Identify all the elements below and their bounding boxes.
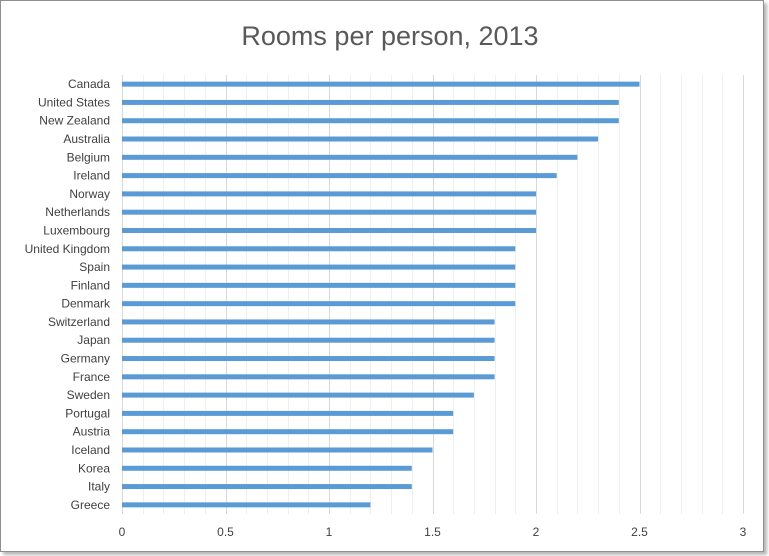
category-label: Luxembourg [43, 223, 110, 237]
bar [122, 392, 474, 398]
category-label: Finland [71, 278, 110, 292]
category-label: Canada [68, 77, 110, 91]
bar [122, 81, 640, 87]
bar [122, 337, 495, 343]
category-label: Sweden [67, 388, 110, 402]
bar [122, 173, 557, 179]
category-label: Korea [78, 461, 110, 475]
category-label: New Zealand [39, 114, 110, 128]
x-tick-label: 1.5 [424, 525, 441, 539]
x-axis: 0 0.5 1 1.5 2 2.5 3 [119, 75, 747, 539]
chart-title: Rooms per person, 2013 [241, 21, 538, 51]
bar [122, 136, 599, 142]
category-label: United Kingdom [25, 242, 110, 256]
bars [122, 81, 640, 508]
category-label: Portugal [65, 406, 110, 420]
category-label: Spain [79, 260, 110, 274]
category-label: Iceland [71, 443, 110, 457]
x-tick-label: 0 [119, 525, 126, 539]
category-label: Australia [63, 132, 110, 146]
category-label: Belgium [67, 150, 110, 164]
bar [122, 429, 454, 435]
bar [122, 410, 454, 416]
bar [122, 356, 495, 362]
category-label: Germany [61, 352, 110, 366]
category-label: Japan [77, 333, 110, 347]
bar [122, 502, 371, 508]
x-tick-label: 1 [326, 525, 333, 539]
category-label: Denmark [61, 297, 111, 311]
gridlines [143, 75, 744, 514]
bar [122, 465, 412, 471]
category-label: Netherlands [45, 205, 110, 219]
category-label: France [73, 370, 111, 384]
bar [122, 227, 536, 233]
x-tick-label: 2 [533, 525, 540, 539]
x-tick-label: 2.5 [631, 525, 648, 539]
bar [122, 118, 619, 124]
bar [122, 154, 578, 160]
bar [122, 447, 433, 453]
bar [122, 264, 516, 270]
bar [122, 191, 536, 197]
x-tick-label: 0.5 [217, 525, 234, 539]
category-label: Austria [73, 425, 111, 439]
bar [122, 209, 536, 215]
x-tick-label: 3 [740, 525, 747, 539]
category-label: Italy [88, 480, 110, 494]
bar [122, 246, 516, 252]
bar [122, 99, 619, 105]
bar [122, 374, 495, 380]
category-label: Greece [71, 498, 111, 512]
bar [122, 484, 412, 490]
bar [122, 282, 516, 288]
category-labels: Canada United States New Zealand Australia B… [25, 77, 111, 512]
bar [122, 301, 516, 307]
category-label: Norway [69, 187, 110, 201]
category-label: Switzerland [48, 315, 110, 329]
bar [122, 319, 495, 325]
category-label: United States [38, 95, 110, 109]
category-label: Ireland [73, 169, 110, 183]
